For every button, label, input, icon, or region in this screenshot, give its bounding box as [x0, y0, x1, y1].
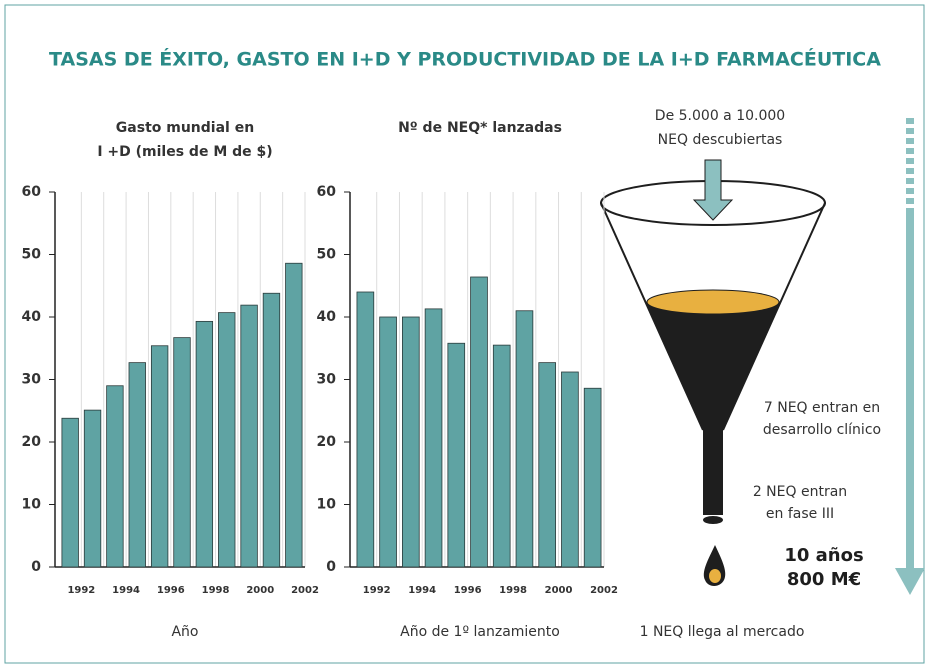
arrow-head: [895, 568, 925, 595]
bar: [241, 305, 258, 567]
y-tick-label: 10: [317, 497, 337, 513]
summary: 800 M€: [787, 569, 861, 590]
y-tick-label: 0: [326, 559, 336, 575]
drop-core: [709, 569, 721, 583]
input-arrow: [694, 160, 732, 220]
bar: [196, 321, 213, 567]
chart-title: Gasto mundial en: [116, 120, 254, 136]
y-tick-label: 50: [317, 247, 337, 263]
bar: [471, 277, 488, 567]
bar: [286, 263, 303, 567]
bar: [493, 345, 510, 567]
bar: [516, 311, 533, 567]
x-axis-label: Año de 1º lanzamiento: [400, 624, 560, 640]
funnel-text: desarrollo clínico: [763, 422, 881, 438]
chart-title: Nº de NEQ* lanzadas: [398, 120, 562, 136]
bar: [84, 410, 101, 567]
x-tick-label: 1996: [454, 585, 482, 596]
bar: [151, 346, 168, 567]
bar: [218, 313, 235, 567]
bar: [129, 363, 146, 567]
funnel-text: 1 NEQ llega al mercado: [640, 624, 805, 640]
x-tick-label: 1992: [67, 585, 95, 596]
x-tick-label: 1998: [202, 585, 230, 596]
y-tick-label: 30: [317, 372, 337, 388]
bar: [584, 388, 601, 567]
chart-title: I +D (miles de M de $): [97, 144, 272, 160]
bar: [263, 293, 280, 567]
y-tick-label: 30: [22, 372, 42, 388]
x-tick-label: 1994: [112, 585, 140, 596]
page-title: TASAS DE ÉXITO, GASTO EN I+D Y PRODUCTIV…: [49, 48, 881, 71]
bar: [562, 372, 579, 567]
y-tick-label: 50: [22, 247, 42, 263]
funnel-text: 7 NEQ entran en: [764, 400, 880, 416]
x-tick-label: 2000: [545, 585, 573, 596]
bar: [107, 386, 124, 567]
bar: [380, 317, 397, 567]
funnel-text: NEQ descubiertas: [658, 132, 783, 148]
page: TASAS DE ÉXITO, GASTO EN I+D Y PRODUCTIV…: [0, 0, 930, 669]
bar: [357, 292, 374, 567]
y-tick-label: 60: [22, 184, 42, 200]
stem-end: [703, 516, 723, 524]
bar: [402, 317, 419, 567]
funnel-text: De 5.000 a 10.000: [655, 108, 785, 124]
x-axis-label: Año: [171, 624, 198, 640]
x-tick-label: 2002: [590, 585, 618, 596]
funnel-text: 2 NEQ entran: [753, 484, 847, 500]
bar: [425, 309, 442, 567]
funnel-text: en fase III: [766, 506, 834, 522]
x-tick-label: 1994: [408, 585, 436, 596]
x-tick-label: 1992: [363, 585, 391, 596]
funnel: [601, 118, 925, 595]
x-tick-label: 1998: [499, 585, 527, 596]
x-tick-label: 2002: [291, 585, 319, 596]
y-tick-label: 0: [31, 559, 41, 575]
y-tick-label: 20: [317, 434, 337, 450]
bar: [174, 338, 191, 567]
bar: [448, 343, 465, 567]
y-tick-label: 40: [317, 309, 337, 325]
bar: [539, 363, 556, 567]
x-tick-label: 2000: [246, 585, 274, 596]
liquid-top: [647, 290, 779, 314]
y-tick-label: 20: [22, 434, 42, 450]
y-tick-label: 40: [22, 309, 42, 325]
y-tick-label: 60: [317, 184, 337, 200]
x-tick-label: 1996: [157, 585, 185, 596]
summary: 10 años: [784, 545, 863, 566]
bar: [62, 418, 79, 567]
y-tick-label: 10: [22, 497, 42, 513]
